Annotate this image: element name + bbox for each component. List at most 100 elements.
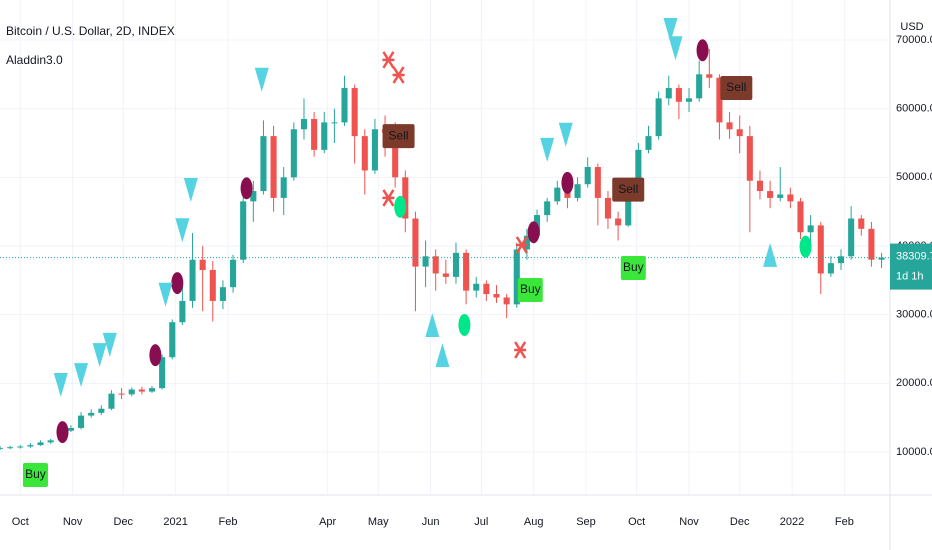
signal-triangle-down: [558, 122, 573, 147]
signal-cross: [382, 51, 395, 69]
signal-triangle-down: [102, 332, 117, 357]
y-tick-label: 30000.00: [896, 309, 932, 321]
candle-body: [270, 136, 277, 198]
candle-body: [78, 415, 85, 428]
signal-label-box: [620, 255, 646, 280]
last-price-box: [890, 243, 932, 290]
candle-body: [858, 218, 865, 229]
signal-label-box: [517, 277, 543, 302]
candle-body: [37, 442, 44, 446]
candle-body: [473, 283, 480, 291]
candle-body: [685, 98, 693, 102]
candle-body: [706, 74, 713, 78]
signal-label: Buy: [25, 467, 46, 481]
candle-body: [756, 180, 764, 192]
candle-body: [361, 136, 368, 171]
countdown-label: 1d 1h: [896, 271, 924, 283]
signal-cross: [515, 236, 528, 254]
signal-circle: [149, 344, 162, 367]
signal-circle: [561, 171, 574, 194]
candle-body: [848, 218, 855, 257]
y-tick-label: 20000.00: [896, 377, 932, 389]
candle-body: [331, 122, 338, 124]
candle-body: [452, 252, 460, 277]
last-price-label: 38309.79: [896, 251, 932, 263]
candle-body: [797, 201, 804, 233]
candle-body: [463, 252, 470, 291]
signal-label: Sell: [726, 80, 746, 94]
signal-label-box: [720, 76, 753, 101]
candle-body: [767, 191, 774, 198]
candle-body: [67, 427, 74, 431]
candle-body: [290, 129, 297, 178]
signal-label: Buy: [623, 260, 644, 274]
signal-triangle-down: [158, 282, 173, 307]
candle-body: [412, 218, 419, 267]
candle-body: [209, 270, 216, 301]
candle-body: [260, 136, 267, 192]
candle-body: [138, 389, 145, 392]
signal-triangle-down: [183, 178, 198, 203]
signal-triangle-up: [763, 242, 778, 267]
candle-body: [746, 136, 753, 181]
candle-body: [219, 287, 226, 301]
candle-body: [128, 389, 135, 395]
signal-label: Buy: [520, 282, 541, 296]
candle-body: [148, 388, 156, 392]
x-tick-label: Aug: [524, 516, 544, 528]
axes: 10000.0020000.0030000.0040000.0050000.00…: [12, 34, 932, 528]
x-tick-label: Nov: [679, 516, 699, 528]
candle-body: [199, 259, 206, 271]
y-tick-label: 60000.00: [896, 103, 932, 115]
candle-body: [7, 447, 14, 449]
signal-triangle-up: [425, 312, 440, 337]
candle-body: [513, 249, 520, 305]
candle-body: [635, 149, 642, 192]
signal-triangle-down: [663, 18, 678, 43]
candle-body: [817, 225, 824, 274]
x-tick-label: Feb: [219, 516, 238, 528]
x-tick-label: Dec: [730, 516, 750, 528]
candle-body: [300, 118, 308, 130]
x-tick-label: Oct: [12, 516, 29, 528]
candle-body: [230, 259, 237, 288]
signal-circle: [527, 221, 540, 244]
signal-triangle-down: [668, 36, 683, 61]
signal-circle: [458, 313, 471, 336]
candle-body: [240, 201, 247, 260]
x-tick-label: Oct: [628, 516, 645, 528]
signal-triangle-down: [540, 137, 555, 162]
candle-body: [189, 259, 196, 301]
chart-title: Bitcoin / U.S. Dollar, 2D, INDEX: [6, 24, 175, 38]
signal-triangle-down: [53, 372, 68, 397]
candle-body: [118, 393, 125, 395]
candle-body: [311, 118, 318, 150]
signal-label-box: [612, 177, 645, 202]
candle-body: [442, 273, 449, 277]
x-tick-label: Feb: [835, 516, 854, 528]
signal-label: Sell: [618, 182, 638, 196]
candle-body: [594, 167, 601, 198]
x-tick-label: May: [368, 516, 389, 528]
candle-body: [615, 218, 622, 226]
x-tick-label: Apr: [319, 516, 336, 528]
y-tick-label: 10000.00: [896, 446, 932, 458]
currency: USD: [900, 21, 923, 33]
signal-triangle-down: [74, 363, 89, 388]
candle-body: [483, 283, 490, 295]
candle-body: [523, 235, 530, 250]
signal-circle: [394, 195, 407, 218]
candle-body: [493, 294, 500, 298]
signal-circle: [171, 272, 184, 295]
candle-body: [17, 446, 24, 448]
candle-body: [868, 228, 875, 260]
candle-body: [625, 191, 632, 226]
indicator-name: Aladdin3.0: [6, 53, 63, 67]
signal-circle: [696, 39, 709, 62]
candle-body: [554, 187, 561, 202]
candle-body: [88, 412, 95, 416]
candle-body: [544, 201, 551, 216]
x-tick-label: Nov: [63, 516, 83, 528]
candle-body: [402, 177, 409, 219]
